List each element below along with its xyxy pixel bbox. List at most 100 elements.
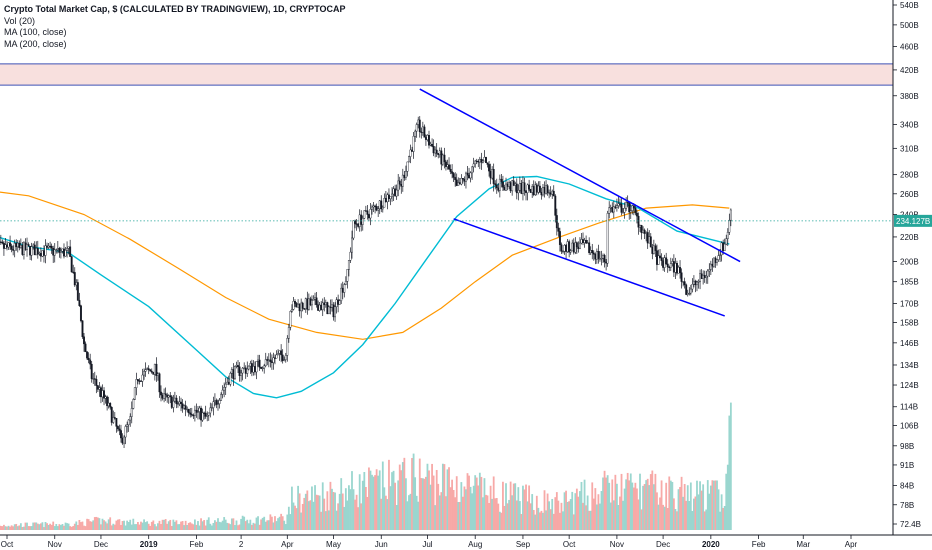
volume-bar [401,462,404,530]
candle-body [397,180,400,191]
volume-bar [406,501,409,530]
candle-body [295,303,298,308]
volume-bar [247,523,250,530]
candle-body [619,203,621,205]
candle-body [153,363,156,375]
volume-bar [426,463,429,530]
candle-body [109,402,112,408]
volume-bar [207,517,210,530]
volume-bar [454,497,457,530]
candle-body [46,245,48,248]
volume-bar [368,467,370,530]
candle-body [241,367,244,374]
volume-bar [335,510,338,530]
volume-bar [688,500,691,530]
volume-bar [10,525,13,530]
candle-body [449,168,452,172]
candle-body [1,241,4,244]
candle-body [358,214,361,227]
candle-body [315,297,318,306]
candle-body [280,350,283,356]
y-tick-label: 170B [900,300,919,309]
volume-bar [303,497,306,530]
candle-body [30,246,33,256]
volume-bar [677,489,680,530]
candle-body [12,249,15,251]
volume-bar [605,477,608,530]
candle-body [531,186,534,193]
candle-body [478,158,481,163]
candle-body [548,192,551,194]
candle-body [463,179,466,182]
candle-body [198,407,201,412]
volume-bar [522,485,524,530]
y-tick-label: 114B [900,403,918,412]
candle-body [517,190,520,194]
volume-bar [21,527,24,530]
volume-bar [657,504,660,530]
candle-body [485,157,487,163]
volume-bar [645,480,648,530]
volume-bar [98,518,101,530]
x-tick-label: Feb [752,540,766,549]
candle-body [680,272,683,282]
y-tick-label: 340B [900,120,919,129]
candle-body [309,298,312,306]
volume-bar [714,480,717,530]
candle-body [140,380,142,382]
candle-body [158,373,161,393]
candle-body [668,266,671,269]
volume-bar [320,511,323,530]
candle-body [669,263,672,268]
candle-body [78,300,81,306]
volume-bar [617,505,620,530]
candle-body [210,407,213,409]
candle-body [592,252,595,255]
candle-body [586,242,589,244]
candle-body [327,306,330,315]
volume-bar [23,526,25,530]
candle-body [411,149,414,152]
candle-body [133,387,136,400]
volume-bar [53,526,56,530]
candle-body [264,359,267,366]
candle-body [107,402,110,407]
volume-bar [78,519,81,530]
volume-bar [538,512,541,530]
y-tick-label: 540B [900,1,919,10]
candle-body [475,160,478,162]
candle-body [435,149,438,154]
candle-body [395,189,398,197]
candle-body [528,184,531,190]
volume-bar [0,525,2,530]
volume-bar [696,480,698,530]
candle-body [722,242,725,251]
volume-bar [494,498,497,530]
volume-bar [101,518,104,530]
volume-bar [608,482,611,530]
volume-bar [352,489,355,530]
candle-body [692,280,695,285]
volume-bar [708,493,711,530]
candle-body [408,156,410,163]
volume-bar [702,484,705,530]
volume-bar [728,415,731,530]
volume-bar [46,523,48,530]
candle-body [623,208,626,213]
volume-bar [391,472,393,530]
candle-body [254,366,256,373]
candle-body [542,187,544,196]
volume-bar [671,481,674,530]
volume-bar [632,487,635,530]
candle-body [720,242,723,256]
volume-bar [141,522,144,530]
candle-body [50,245,53,249]
candle-body [221,389,224,395]
volume-bar [109,517,112,530]
volume-bar [619,496,621,530]
candle-body [334,306,337,318]
x-tick-label: 2020 [702,540,720,549]
volume-bar [173,521,176,530]
x-tick-label: Oct [563,540,576,549]
